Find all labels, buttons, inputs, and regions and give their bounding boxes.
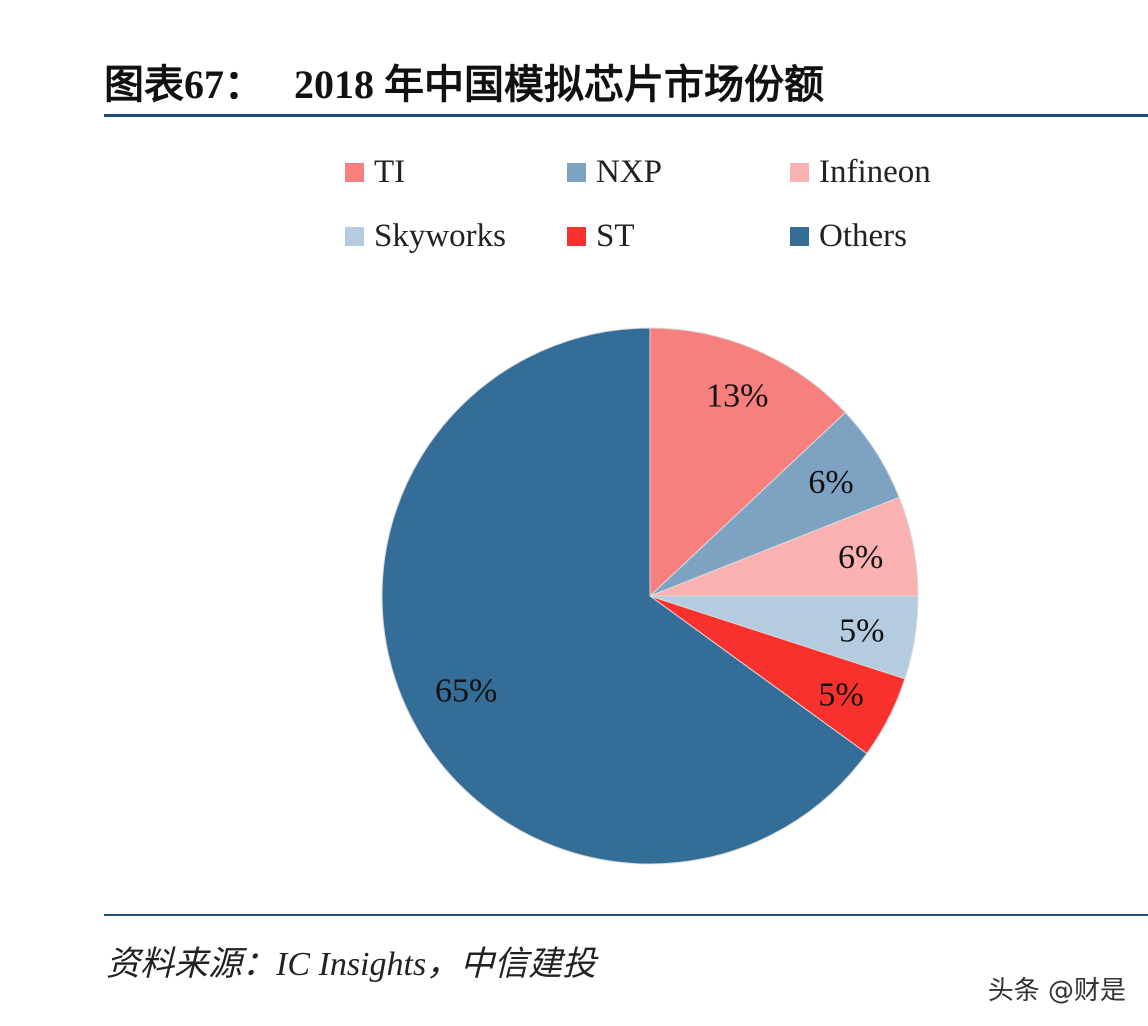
legend-swatch (790, 227, 809, 246)
legend-item-infineon: Infineon (790, 154, 931, 191)
data-label-skyworks: 5% (839, 613, 884, 650)
source-note: 资料来源：IC Insights，中信建投 (106, 946, 597, 983)
data-label-ti: 13% (706, 377, 768, 414)
legend-label: TI (374, 154, 406, 190)
pie-slice-others (381, 327, 868, 865)
legend-label: Infineon (819, 154, 931, 190)
legend-label: ST (596, 218, 635, 254)
bottom-divider (104, 914, 1148, 916)
data-label-st: 5% (818, 676, 863, 713)
data-label-others: 65% (435, 673, 497, 710)
legend-label: Skyworks (374, 218, 507, 254)
legend-swatch (790, 163, 809, 182)
legend-item-st: ST (567, 218, 635, 255)
legend-label: Others (819, 218, 907, 254)
legend-item-nxp: NXP (567, 154, 662, 191)
legend-item-others: Others (790, 218, 907, 255)
legend-item-ti: TI (345, 154, 405, 191)
legend-swatch (345, 227, 364, 246)
watermark: 头条 @财是 (987, 976, 1126, 1006)
chart-title: 图表67： 2018 年中国模拟芯片市场份额 (104, 62, 824, 107)
data-label-infineon: 6% (838, 539, 883, 576)
legend-swatch (567, 227, 586, 246)
title-divider (104, 114, 1148, 117)
legend-label: NXP (596, 154, 663, 190)
legend-swatch (567, 163, 586, 182)
legend-swatch (345, 163, 364, 182)
legend-item-skyworks: Skyworks (345, 218, 506, 255)
pie-slice-ti (649, 327, 847, 598)
data-label-nxp: 6% (808, 464, 853, 501)
